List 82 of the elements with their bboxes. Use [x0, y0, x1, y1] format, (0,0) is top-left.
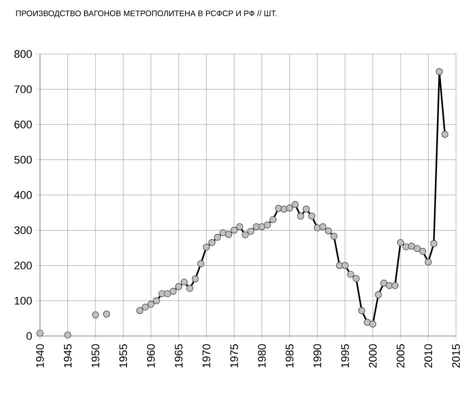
point — [275, 204, 282, 212]
point — [430, 240, 438, 248]
point — [369, 320, 376, 328]
point — [302, 206, 310, 213]
x-tick-label: 2005 — [396, 344, 404, 368]
x-tick-label: 2010 — [424, 344, 432, 368]
point — [103, 310, 110, 318]
point — [220, 229, 227, 236]
point — [225, 230, 232, 238]
point — [419, 248, 426, 255]
x-tick-label: 1960 — [147, 344, 155, 368]
x-tick-label: 1995 — [341, 344, 349, 368]
point — [264, 221, 271, 228]
point — [175, 283, 182, 290]
point — [158, 290, 166, 298]
x-tick-label: 1970 — [202, 344, 210, 368]
point — [64, 331, 72, 338]
point — [202, 244, 210, 251]
point — [286, 204, 294, 212]
point — [192, 275, 199, 282]
point — [170, 288, 177, 295]
point — [424, 258, 432, 266]
point — [280, 206, 288, 213]
point — [269, 216, 276, 224]
point — [386, 282, 393, 290]
point — [391, 282, 398, 290]
point — [308, 212, 316, 220]
x-tick-label: 1990 — [313, 344, 322, 368]
point — [136, 307, 144, 314]
point — [186, 284, 194, 292]
point — [319, 223, 326, 230]
point — [147, 300, 154, 308]
point — [342, 262, 349, 269]
point — [230, 226, 238, 234]
x-tick-label: 1945 — [64, 344, 72, 368]
x-tick-label: 1975 — [230, 344, 238, 368]
point — [214, 234, 221, 241]
point — [441, 130, 448, 138]
point — [142, 304, 149, 311]
point — [380, 280, 388, 287]
x-tick-label: 1985 — [286, 344, 294, 368]
point — [242, 231, 249, 238]
y-tick-label: 600 — [14, 120, 32, 128]
point — [414, 245, 421, 252]
point — [336, 262, 344, 269]
y-tick-label: 300 — [14, 226, 32, 234]
point — [297, 212, 304, 220]
point — [236, 223, 244, 230]
point — [330, 232, 338, 240]
point — [92, 311, 99, 318]
point — [436, 68, 443, 76]
x-tick-label: 1940 — [36, 344, 44, 368]
point — [397, 239, 404, 246]
y-tick-label: 100 — [14, 296, 32, 305]
point — [374, 291, 382, 298]
y-tick-label: 200 — [14, 262, 32, 270]
point — [180, 278, 188, 286]
point — [36, 330, 44, 337]
point — [352, 275, 360, 282]
x-tick-label: 1980 — [258, 344, 266, 368]
y-tick-label: 500 — [14, 156, 32, 164]
x-tick-label: 1955 — [119, 344, 128, 368]
point — [347, 270, 354, 278]
point — [258, 223, 266, 230]
point — [324, 227, 332, 234]
point — [292, 201, 299, 208]
point — [358, 307, 366, 314]
y-tick-label: 0 — [26, 332, 32, 340]
x-tick-label: 2015 — [452, 344, 460, 368]
y-tick-label: 700 — [14, 85, 32, 94]
x-tick-label: 1950 — [92, 344, 100, 368]
point — [152, 297, 160, 304]
point — [247, 228, 254, 235]
point — [408, 242, 416, 250]
point — [197, 260, 204, 268]
y-tick-label: 800 — [14, 50, 32, 58]
point — [164, 290, 172, 298]
x-tick-label: 2000 — [368, 344, 377, 368]
y-tick-label: 400 — [14, 191, 32, 199]
point — [208, 239, 216, 246]
x-tick-label: 1965 — [174, 344, 183, 368]
point — [364, 318, 371, 326]
